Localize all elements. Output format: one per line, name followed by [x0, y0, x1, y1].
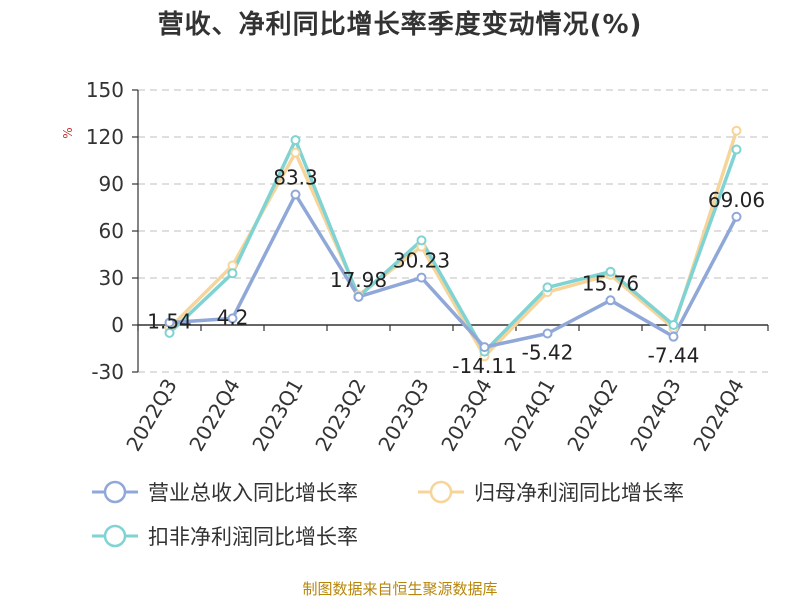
data-point — [416, 235, 427, 246]
legend-label: 扣非净利润同比增长率 — [148, 525, 358, 549]
legend-marker — [429, 480, 453, 504]
data-point — [542, 282, 553, 293]
y-tick-label: 30 — [99, 266, 124, 290]
data-label: -14.11 — [452, 354, 516, 378]
data-point — [290, 189, 301, 200]
data-point — [479, 342, 490, 353]
x-tick-label: 2024Q4 — [688, 375, 748, 456]
data-point — [668, 331, 679, 342]
series-line — [168, 138, 739, 354]
data-label: 1.54 — [147, 310, 192, 334]
data-point — [227, 260, 238, 271]
data-label: 17.98 — [330, 268, 387, 292]
data-point — [227, 313, 238, 324]
x-tick-label: 2023Q4 — [436, 375, 496, 456]
series-line — [169, 192, 739, 349]
data-point — [353, 291, 364, 302]
data-point — [605, 266, 616, 277]
legend-label: 营业总收入同比增长率 — [148, 481, 358, 505]
x-tick-label: 2024Q2 — [562, 375, 622, 456]
legend-label: 归母净利润同比增长率 — [474, 481, 684, 505]
data-point — [290, 135, 301, 146]
x-tick-label: 2022Q4 — [184, 375, 244, 456]
data-point — [164, 317, 175, 328]
data-point — [542, 328, 553, 339]
data-label: -7.44 — [648, 344, 700, 368]
data-label: 30.23 — [393, 249, 450, 273]
data-point — [731, 144, 742, 155]
y-axis-unit-label: % — [61, 127, 75, 138]
data-point — [164, 327, 175, 338]
data-label: 4.2 — [217, 305, 249, 329]
data-label: -5.42 — [522, 340, 574, 364]
x-tick-label: 2024Q1 — [499, 375, 559, 456]
data-point — [605, 295, 616, 306]
data-label: 15.76 — [582, 271, 639, 295]
x-tick-label: 2023Q2 — [310, 375, 370, 456]
data-label: 83.3 — [273, 165, 318, 189]
data-point — [227, 268, 238, 279]
x-tick-label: 2023Q1 — [247, 375, 307, 456]
y-tick-label: 60 — [99, 219, 124, 243]
legend-marker — [103, 524, 127, 548]
y-tick-label: 90 — [99, 172, 124, 196]
y-tick-label: 150 — [86, 78, 124, 102]
data-source-footer: 制图数据来自恒生聚源数据库 — [302, 580, 498, 598]
data-point — [290, 147, 301, 158]
data-label: 69.06 — [708, 188, 765, 212]
legend-marker — [103, 480, 127, 504]
y-tick-label: 120 — [86, 125, 124, 149]
y-tick-label: 0 — [111, 313, 124, 337]
x-tick-label: 2023Q3 — [373, 375, 433, 456]
data-point — [731, 211, 742, 222]
chart-title: 营收、净利同比增长率季度变动情况(%) — [157, 10, 643, 40]
data-point — [668, 320, 679, 330]
data-point — [416, 272, 427, 283]
y-tick-label: -30 — [91, 360, 124, 384]
x-tick-label: 2024Q3 — [625, 375, 685, 456]
x-tick-label: 2022Q3 — [121, 375, 181, 456]
data-point — [731, 125, 742, 136]
